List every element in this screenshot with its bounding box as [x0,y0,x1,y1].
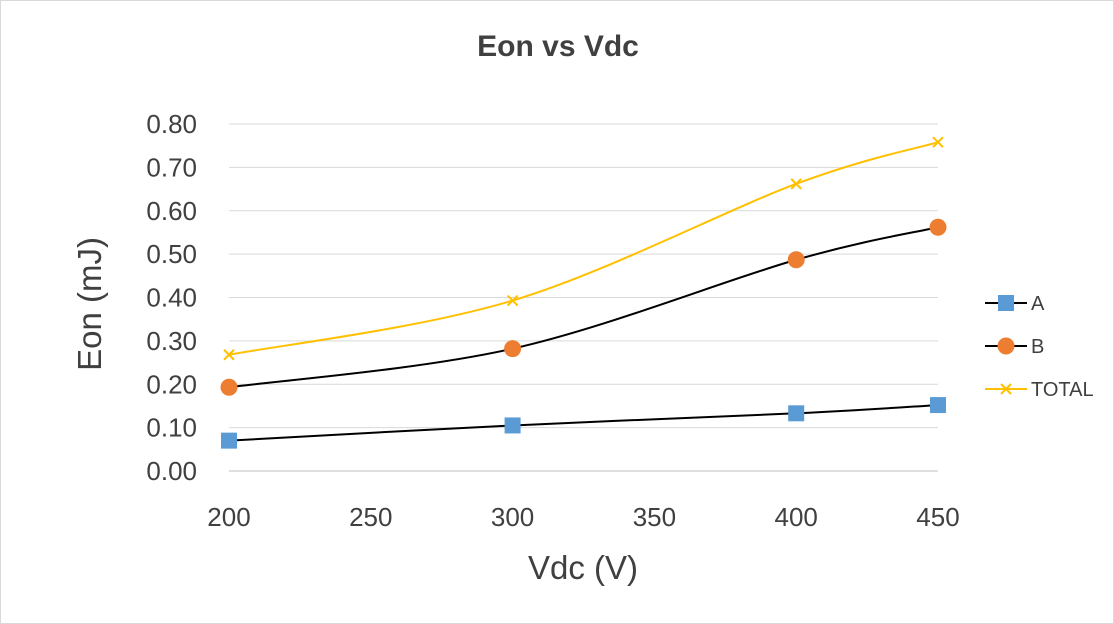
y-tick-label: 0.30 [146,326,197,356]
y-tick-label: 0.60 [146,196,197,226]
x-axis-label: Vdc (V) [528,549,638,586]
data-point-total [223,349,235,361]
legend-marker-b [997,337,1015,355]
chart-title: Eon vs Vdc [477,30,639,63]
data-point-a [504,417,521,434]
x-tick-label: 200 [207,502,250,532]
legend-marker-total [1000,383,1012,395]
data-point-b [787,251,805,269]
series-b [220,218,947,396]
legend: AB TOTAL [985,293,1094,401]
x-tick-label: 400 [775,502,818,532]
y-tick-label: 0.80 [146,109,197,139]
series-a [221,397,946,449]
gridlines [229,123,938,472]
data-point-a [221,432,237,449]
series-line-b [228,226,939,389]
y-tick-label: 0.20 [146,369,197,399]
series-total [223,136,944,361]
y-axis-label: Eon (mJ) [71,237,108,371]
legend-label-total: TOTAL [1031,379,1094,401]
legend-item-b: B [985,336,1044,358]
data-point-b [220,378,238,396]
tick-labels: 0.00 0.10 0.20 0.30 0.40 0.50 0.60 0.70 0.80 200 2… [146,109,959,532]
data-point-total [932,136,944,148]
x-tick-label: 300 [491,502,534,532]
y-tick-label: 0.10 [146,413,197,443]
legend-label-b: B [1031,336,1044,358]
x-tick-label: 250 [349,502,392,532]
y-tick-label: 0.70 [146,152,197,182]
legend-item-a: A [985,293,1045,315]
x-tick-label: 450 [916,502,959,532]
y-tick-label: 0.00 [146,456,197,486]
y-tick-label: 0.40 [146,283,197,313]
data-point-a [930,397,946,414]
data-point-a [788,405,805,422]
legend-marker-a [998,295,1014,311]
legend-label-a: A [1031,293,1045,315]
series-line-total [228,141,939,356]
data-point-total [506,294,519,307]
x-tick-label: 350 [633,502,676,532]
data-point-b [929,218,947,236]
legend-item-total: TOTAL [985,379,1094,401]
data-point-total [790,178,802,190]
series-layer [220,136,947,449]
series-line-a [228,404,939,442]
y-tick-label: 0.50 [146,239,197,269]
data-point-b [504,340,522,358]
